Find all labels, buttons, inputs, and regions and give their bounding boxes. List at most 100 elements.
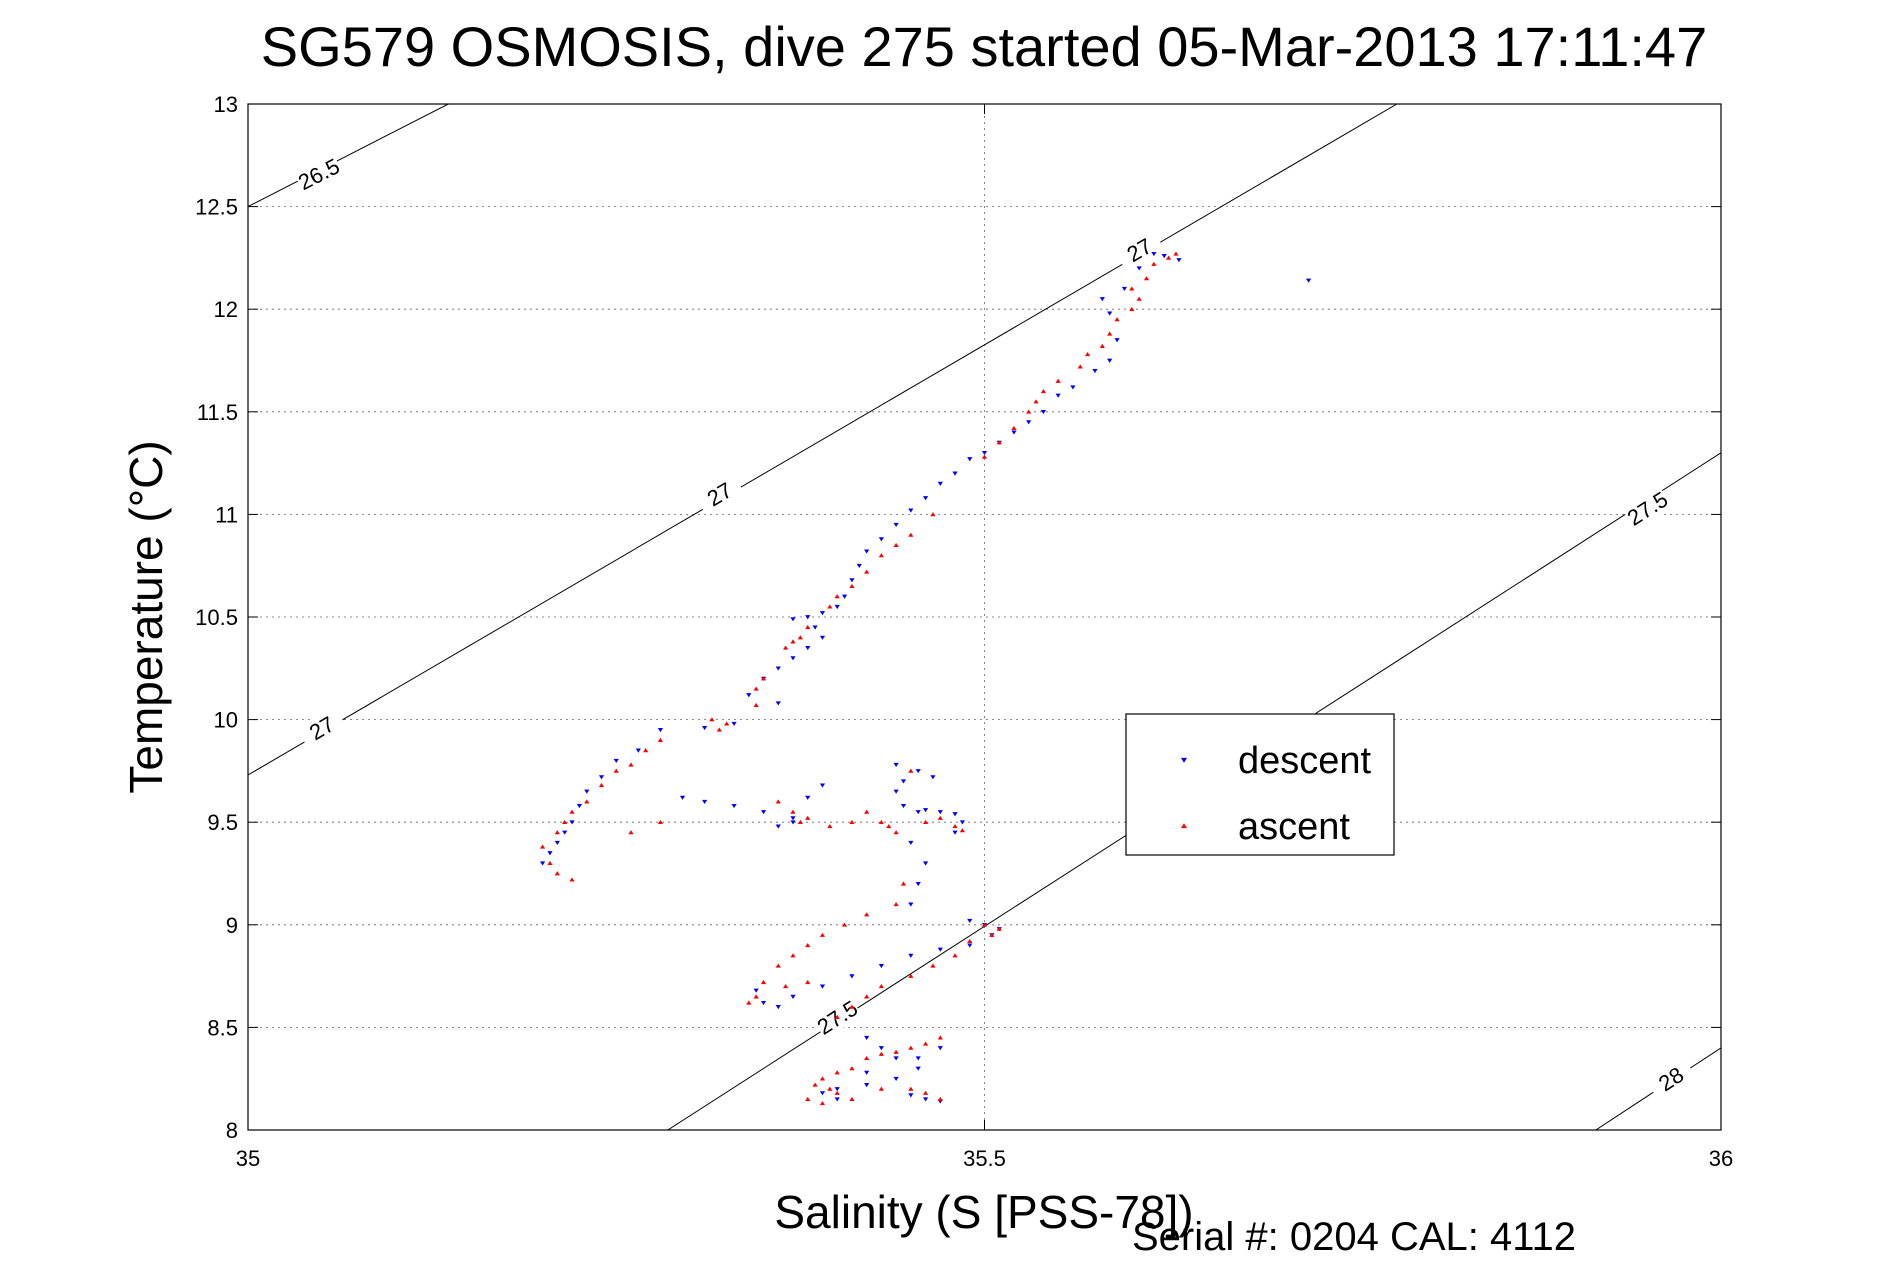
ascent-point	[547, 860, 553, 866]
ascent-point	[790, 953, 796, 958]
data-points	[540, 251, 1312, 1106]
ascent-point	[827, 604, 833, 609]
ascent-point	[805, 815, 811, 820]
descent-point	[922, 1097, 929, 1102]
ascent-point	[908, 973, 914, 978]
descent-point	[908, 508, 914, 513]
descent-point	[1026, 420, 1032, 425]
descent-point	[775, 701, 781, 706]
descent-point	[790, 820, 796, 825]
ascent-point	[753, 994, 759, 999]
descent-point	[922, 808, 929, 813]
descent-point	[819, 635, 826, 640]
ascent-point	[746, 1000, 752, 1005]
descent-point	[856, 563, 862, 569]
descent-point	[922, 496, 929, 501]
descent-point	[915, 1056, 921, 1061]
ascent-point	[775, 799, 781, 804]
ascent-point	[819, 1100, 826, 1106]
descent-point	[937, 1046, 943, 1051]
descent-point	[657, 728, 664, 733]
x-tick-label: 35	[236, 1146, 260, 1171]
ascent-point	[930, 512, 936, 517]
ascent-point	[989, 932, 995, 937]
descent-point	[1107, 358, 1113, 363]
ascent-point	[864, 1055, 870, 1060]
y-tick-label: 8	[226, 1118, 238, 1143]
ascent-point	[1143, 276, 1150, 281]
descent-point	[893, 522, 899, 527]
descent-point	[576, 803, 583, 809]
descent-point	[790, 617, 796, 622]
y-axis-label: Temperature (°C)	[120, 440, 172, 793]
descent-point	[849, 974, 855, 979]
y-tick-label: 13	[214, 92, 238, 117]
ascent-point	[952, 953, 958, 958]
ascent-point	[569, 809, 575, 814]
ascent-point	[783, 645, 789, 650]
ascent-point	[834, 1070, 840, 1075]
ascent-point	[893, 901, 899, 907]
ascent-point	[760, 676, 767, 681]
descent-point	[812, 625, 818, 630]
ascent-point	[908, 1086, 914, 1091]
descent-point	[819, 611, 826, 616]
ascent-point	[805, 979, 811, 985]
descent-point	[937, 947, 943, 952]
ascent-point	[937, 1096, 943, 1102]
contour-label-bg	[1114, 228, 1165, 272]
ascent-point	[849, 1096, 855, 1102]
descent-point	[613, 758, 619, 763]
descent-point	[547, 851, 553, 856]
ascent-point	[569, 877, 575, 882]
ascent-point	[554, 830, 560, 835]
ascent-point	[981, 922, 988, 927]
descent-point	[864, 1035, 870, 1040]
legend-marker-ascent	[1181, 823, 1187, 829]
descent-point	[841, 594, 848, 599]
ascent-point	[643, 748, 649, 753]
ascent-point	[849, 1066, 855, 1071]
descent-point	[805, 645, 811, 651]
descent-point	[878, 964, 884, 969]
descent-point	[893, 1076, 899, 1082]
descent-point	[937, 481, 943, 486]
descent-point	[922, 861, 929, 866]
ascent-point	[760, 979, 767, 985]
ascent-point	[864, 569, 870, 574]
descent-point	[959, 820, 966, 825]
y-tick-label: 10	[214, 708, 238, 733]
ascent-point	[959, 828, 966, 833]
descent-point	[805, 615, 811, 620]
ascent-point	[937, 815, 943, 820]
ascent-point	[753, 686, 759, 691]
descent-point	[775, 824, 781, 829]
descent-point	[819, 1091, 826, 1096]
ascent-point	[996, 926, 1002, 931]
ascent-point	[540, 844, 546, 849]
ascent-point	[952, 823, 958, 829]
descent-point	[1055, 393, 1061, 398]
ascent-point	[893, 542, 899, 547]
descent-point	[1070, 385, 1076, 390]
ascent-point	[922, 1090, 929, 1095]
descent-point	[908, 902, 914, 907]
y-tick-label: 12.5	[195, 195, 238, 220]
ascent-point	[849, 819, 855, 825]
descent-point	[908, 953, 914, 958]
y-tick-label: 8.5	[207, 1015, 238, 1040]
y-tick-label: 10.5	[195, 605, 238, 630]
descent-point	[915, 769, 921, 774]
ascent-point	[1114, 317, 1120, 322]
serial-cal-footer: Serial #: 0204 CAL: 4112	[1132, 1215, 1576, 1259]
descent-point	[1161, 254, 1167, 259]
ascent-point	[1136, 296, 1142, 301]
descent-point	[562, 830, 568, 835]
descent-point	[893, 1056, 899, 1061]
ascent-point	[1107, 331, 1113, 336]
ascent-point	[893, 830, 899, 835]
ascent-point	[775, 963, 781, 968]
descent-point	[908, 1093, 914, 1098]
ascent-point	[834, 1090, 840, 1095]
descent-point	[635, 748, 641, 753]
